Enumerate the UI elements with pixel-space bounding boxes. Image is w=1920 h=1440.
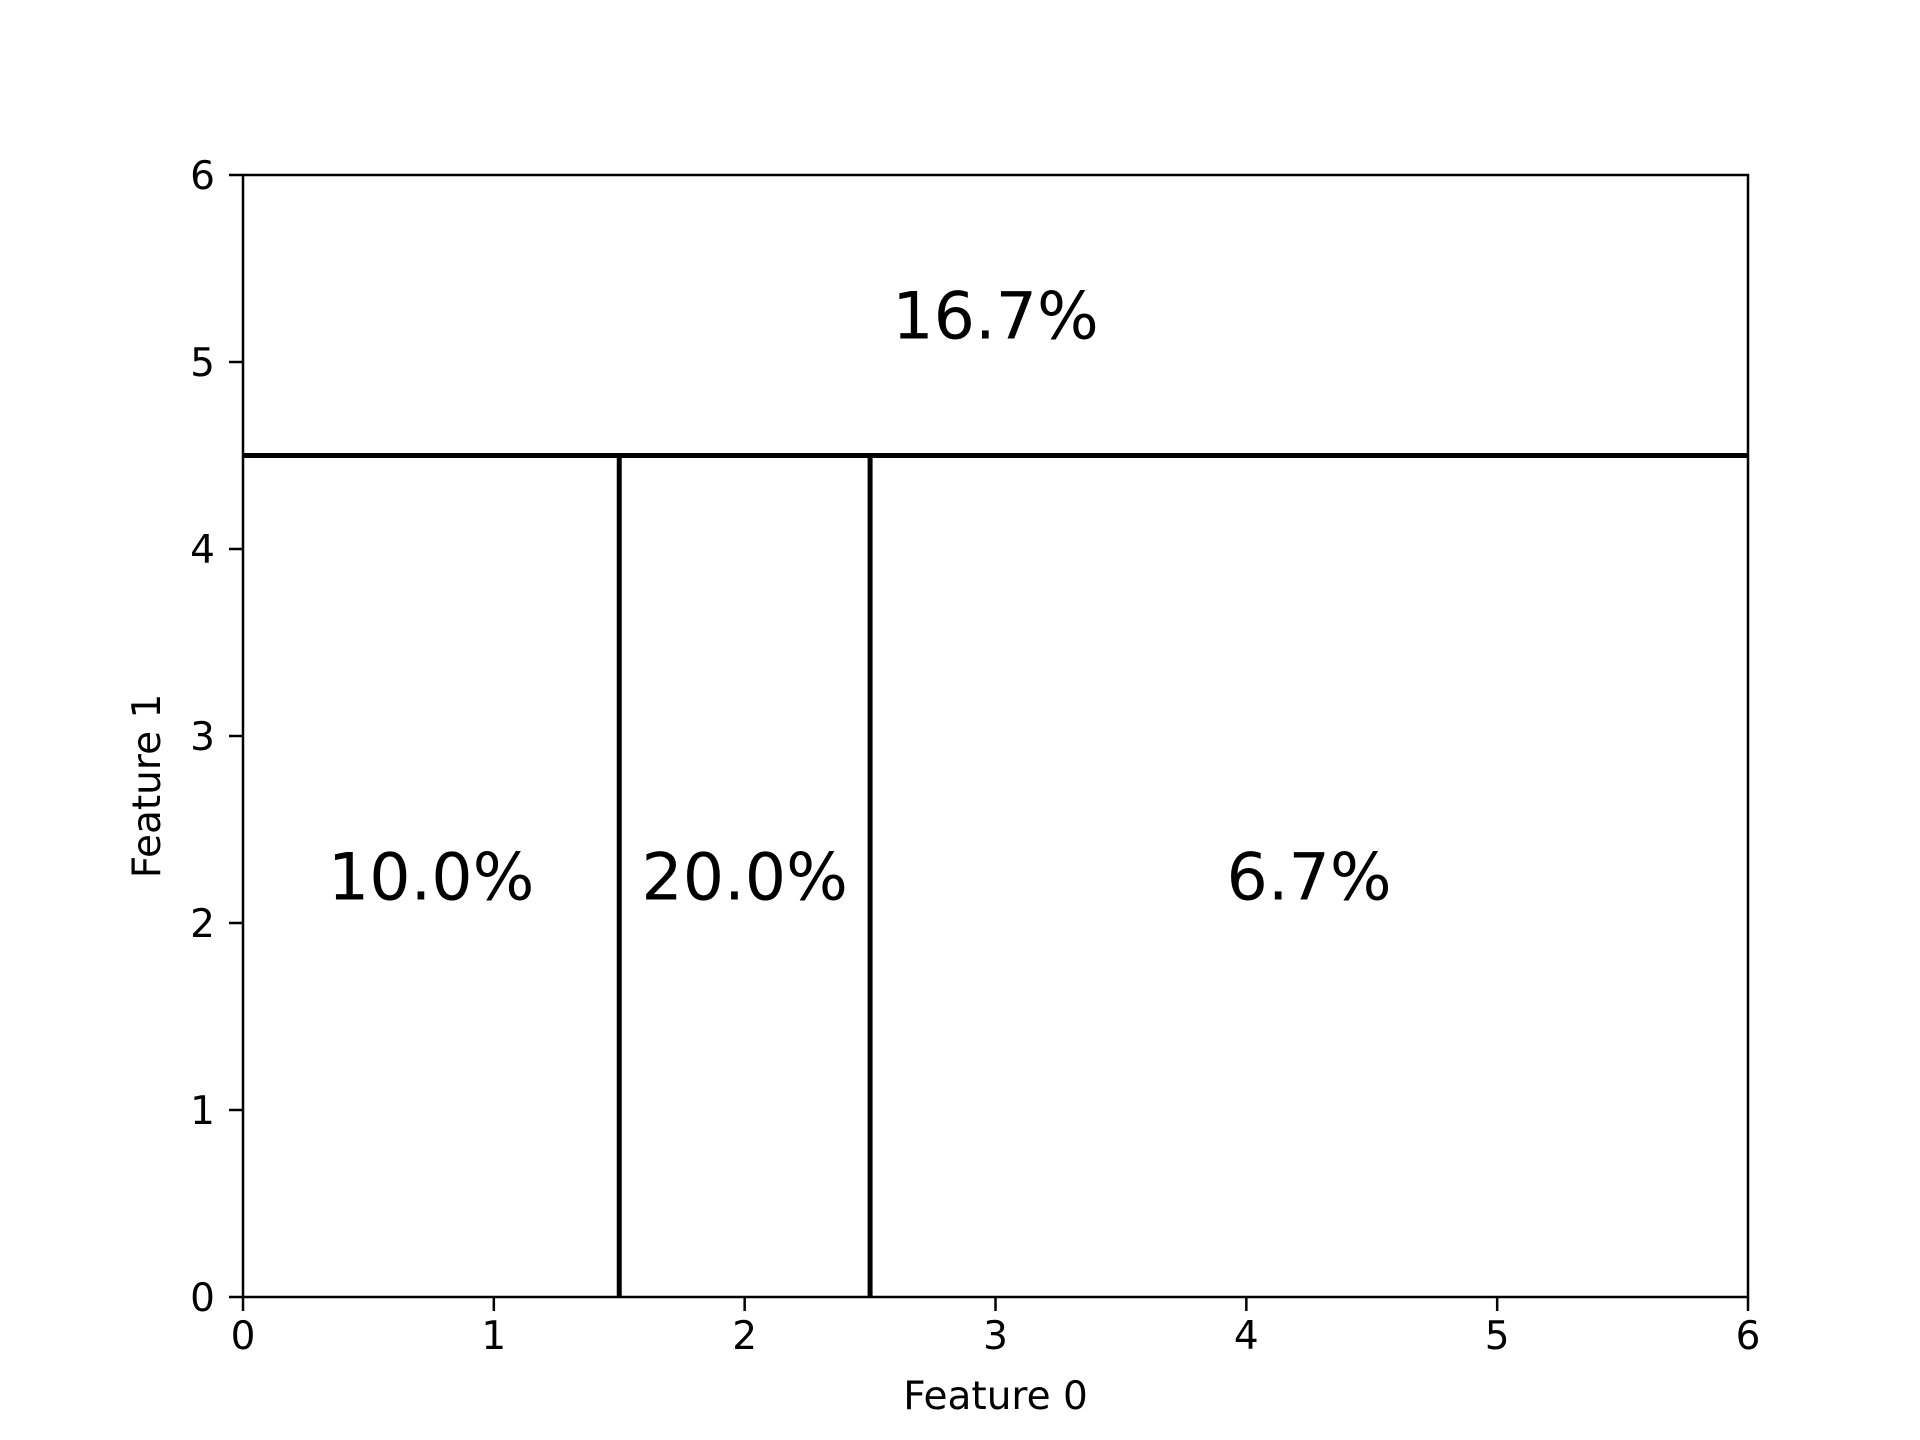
split-lines bbox=[243, 453, 1748, 1297]
y-tick-label: 0 bbox=[190, 1276, 215, 1321]
y-tick-label: 1 bbox=[190, 1089, 215, 1134]
region-label-3: 6.7% bbox=[1226, 840, 1391, 915]
y-tick-label: 2 bbox=[190, 902, 215, 947]
y-tick-label: 4 bbox=[190, 528, 215, 573]
x-axis: 0 1 2 3 4 5 6 bbox=[231, 1297, 1761, 1359]
x-tick-label: 2 bbox=[732, 1314, 757, 1359]
region-label-0: 16.7% bbox=[892, 279, 1099, 354]
x-tick-label: 3 bbox=[983, 1314, 1008, 1359]
x-axis-label: Feature 0 bbox=[903, 1374, 1088, 1419]
x-tick-label: 1 bbox=[481, 1314, 506, 1359]
region-labels: 16.7% 10.0% 20.0% 6.7% bbox=[328, 279, 1392, 915]
y-tick-label: 6 bbox=[190, 154, 215, 199]
x-tick-label: 5 bbox=[1485, 1314, 1510, 1359]
x-tick-label: 4 bbox=[1234, 1314, 1259, 1359]
region-label-2: 20.0% bbox=[641, 840, 848, 915]
region-label-1: 10.0% bbox=[328, 840, 535, 915]
x-tick-label: 6 bbox=[1736, 1314, 1761, 1359]
y-axis: 0 1 2 3 4 5 6 bbox=[190, 154, 243, 1321]
y-tick-label: 3 bbox=[190, 715, 215, 760]
y-axis-label: Feature 1 bbox=[125, 694, 170, 879]
x-tick-label: 0 bbox=[231, 1314, 256, 1359]
y-tick-label: 5 bbox=[190, 341, 215, 386]
